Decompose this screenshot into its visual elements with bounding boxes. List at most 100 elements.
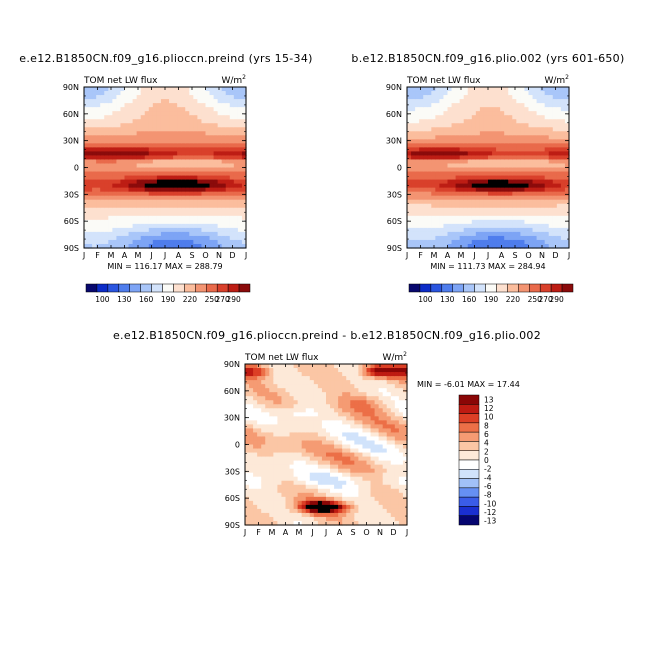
heatmap-cell <box>427 151 432 157</box>
heatmap-cell <box>229 207 235 213</box>
heatmap-cell <box>358 420 364 425</box>
heatmap-cell <box>289 368 295 373</box>
heatmap-cell <box>317 472 323 478</box>
heatmap-cell <box>108 175 113 181</box>
heatmap-cell <box>269 400 274 405</box>
heatmap-cell <box>120 183 126 189</box>
heatmap-cell <box>301 484 307 490</box>
heatmap-cell <box>144 179 150 185</box>
heatmap-cell <box>120 187 126 193</box>
heatmap-cell <box>358 460 364 466</box>
heatmap-cell <box>564 131 570 136</box>
heatmap-cell <box>321 496 327 502</box>
heatmap-cell <box>277 484 283 490</box>
heatmap-cell <box>281 468 287 474</box>
heatmap-cell <box>237 191 243 197</box>
heatmap-cell <box>358 412 364 417</box>
heatmap-cell <box>269 512 274 518</box>
heatmap-cell <box>193 195 198 201</box>
heatmap-cell <box>378 408 384 413</box>
heatmap-cell <box>516 151 521 157</box>
heatmap-cell <box>520 207 526 213</box>
heatmap-cell <box>528 191 534 197</box>
heatmap-cell <box>209 183 215 189</box>
heatmap-cell <box>500 239 505 245</box>
heatmap-cell <box>108 183 113 189</box>
heatmap-cell <box>342 408 347 413</box>
heatmap-cell <box>382 476 388 482</box>
heatmap-cell <box>475 123 481 128</box>
heatmap-cell <box>213 111 219 116</box>
heatmap-cell <box>370 368 376 373</box>
heatmap-cell <box>144 159 150 165</box>
heatmap-cell <box>398 372 404 377</box>
heatmap-cell <box>132 231 138 237</box>
heatmap-cell <box>293 504 299 510</box>
heatmap-cell <box>548 163 554 169</box>
heatmap-cell <box>419 195 424 201</box>
heatmap-cell <box>508 115 513 120</box>
heatmap-cell <box>488 155 493 161</box>
heatmap-cell <box>132 191 138 197</box>
heatmap-cell <box>415 115 420 120</box>
heatmap-cell <box>451 175 457 181</box>
heatmap-cell <box>431 219 436 225</box>
heatmap-cell <box>556 239 562 245</box>
heatmap-cell <box>124 187 130 193</box>
heatmap-cell <box>205 191 211 197</box>
heatmap-cell <box>427 227 432 233</box>
heatmap-cell <box>273 500 278 506</box>
heatmap-cell <box>382 464 388 470</box>
heatmap-cell <box>488 203 493 209</box>
heatmap-cell <box>193 207 198 213</box>
heatmap-cell <box>411 175 416 181</box>
heatmap-cell <box>532 119 538 124</box>
heatmap-cell <box>504 111 509 116</box>
heatmap-cell <box>386 396 392 401</box>
heatmap-cell <box>205 131 211 136</box>
heatmap-cell <box>350 488 355 494</box>
heatmap-cell <box>289 440 295 446</box>
heatmap-cell <box>124 219 130 225</box>
heatmap-cell <box>189 207 194 213</box>
heatmap-cell <box>386 504 392 510</box>
x-tick-label: M <box>108 251 115 260</box>
heatmap-cell <box>217 215 223 221</box>
heatmap-cell <box>132 203 138 209</box>
heatmap-cell <box>169 175 174 181</box>
heatmap-cell <box>136 187 142 193</box>
heatmap-cell <box>257 400 262 405</box>
heatmap-cell <box>407 107 412 112</box>
heatmap-cell <box>378 492 384 498</box>
heatmap-cell <box>326 412 331 417</box>
heatmap-cell <box>447 211 453 217</box>
heatmap-cell <box>253 492 258 498</box>
heatmap-cell <box>148 211 154 217</box>
heatmap-cell <box>504 187 509 193</box>
heatmap-cell <box>451 195 457 201</box>
heatmap-cell <box>556 147 562 153</box>
heatmap-cell <box>447 175 453 181</box>
heatmap-cell <box>120 235 126 241</box>
heatmap-cell <box>124 235 130 241</box>
heatmap-cell <box>540 191 546 197</box>
heatmap-cell <box>165 107 170 112</box>
heatmap-cell <box>431 115 436 120</box>
heatmap-cell <box>156 115 162 120</box>
heatmap-cell <box>213 167 219 173</box>
heatmap-cell <box>317 380 323 385</box>
heatmap-cell <box>213 183 219 189</box>
heatmap-cell <box>520 187 526 193</box>
heatmap-cell <box>221 191 227 197</box>
heatmap-cell <box>500 227 505 233</box>
heatmap-cell <box>189 127 194 132</box>
heatmap-cell <box>330 428 335 434</box>
heatmap-cell <box>181 207 186 213</box>
heatmap-cell <box>160 95 166 100</box>
heatmap-cell <box>140 223 146 229</box>
heatmap-cell <box>160 127 166 132</box>
heatmap-cell <box>528 107 534 112</box>
heatmap-cell <box>165 159 170 165</box>
heatmap-cell <box>197 215 203 221</box>
heatmap-cell <box>423 195 428 201</box>
